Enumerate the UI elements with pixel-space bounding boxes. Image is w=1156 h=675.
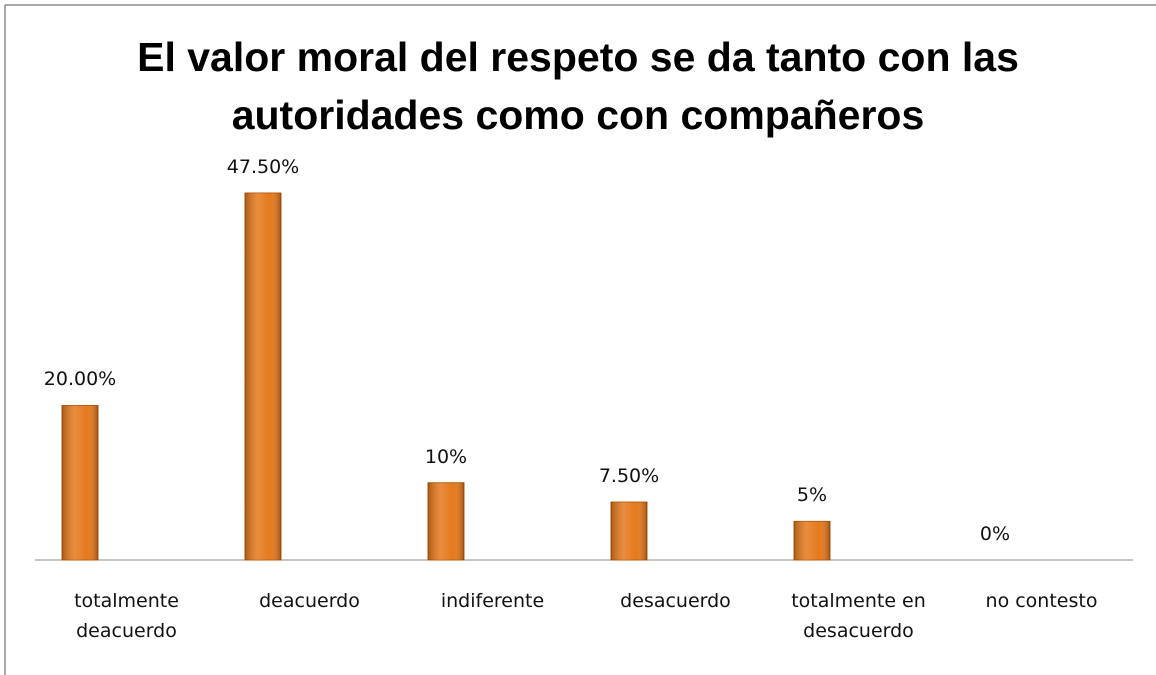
data-label: 10% xyxy=(424,445,468,468)
x-tick-label: indiferente xyxy=(440,590,545,612)
bar-shade xyxy=(794,521,830,560)
x-tick-label: totalmente deacuerdo xyxy=(74,590,179,642)
x-tick-label: totalmente en desacuerdo xyxy=(791,590,926,642)
x-tick-label: desacuerdo xyxy=(620,590,731,612)
data-label: 7.50% xyxy=(598,465,660,488)
bar-shade xyxy=(428,482,464,560)
data-label: 0% xyxy=(979,523,1011,545)
bar-shade xyxy=(62,405,98,560)
bar-shade xyxy=(611,502,647,560)
bar-shade xyxy=(245,193,281,560)
x-tick-label: deacuerdo xyxy=(259,590,360,612)
x-tick-label: no contesto xyxy=(985,590,1098,612)
data-label: 5% xyxy=(796,484,828,507)
chart-title: El valor moral del respeto se da tanto c… xyxy=(137,34,1019,138)
data-label: 47.50% xyxy=(226,156,300,178)
data-label: 20.00% xyxy=(43,368,117,391)
